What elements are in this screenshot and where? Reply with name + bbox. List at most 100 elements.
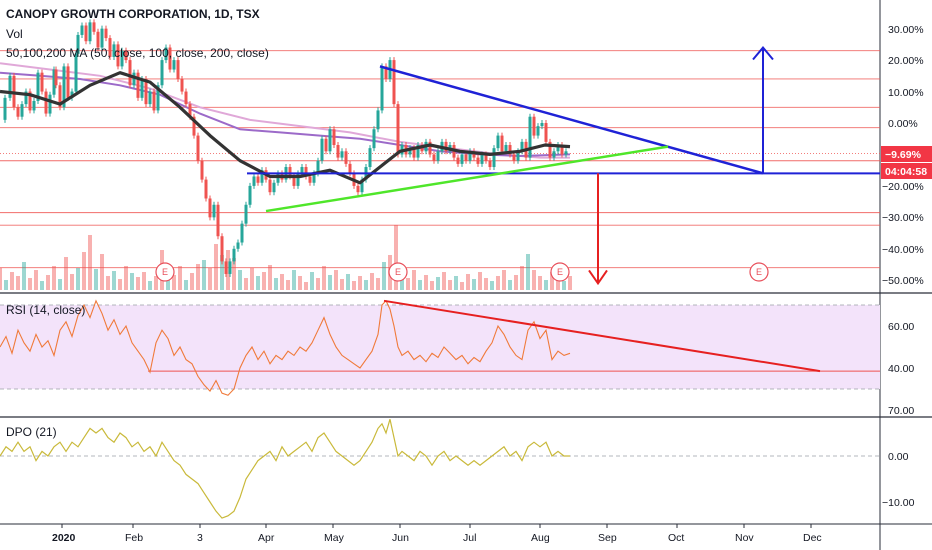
rsi-axis[interactable]: 60.00 40.00 70.00	[888, 321, 914, 417]
time-axis[interactable]: 2020 Feb 3 Apr May Jun Jul Aug Sep Oct N…	[52, 532, 822, 544]
volume-bar	[316, 278, 320, 290]
volume-bar	[556, 278, 560, 290]
candle-body	[3, 97, 7, 120]
candle-body	[328, 129, 332, 152]
earnings-marker[interactable]	[550, 262, 570, 282]
current-value-label: −9.69%	[885, 149, 922, 161]
volume-bar	[454, 276, 458, 290]
time-tick-sep: Sep	[598, 532, 617, 544]
candle-body	[220, 236, 224, 262]
candle-body	[528, 116, 532, 158]
triangle-top-line[interactable]	[379, 65, 764, 175]
candle-body	[416, 145, 420, 158]
price-tick-label: 30.00%	[888, 24, 924, 36]
rsi-line	[0, 299, 571, 396]
candle-body	[8, 75, 12, 98]
support-trend-line[interactable]	[265, 145, 669, 213]
rsi-band	[0, 305, 880, 389]
candle-body	[172, 60, 176, 70]
candle-body	[216, 204, 220, 237]
earnings-marker[interactable]	[388, 262, 408, 282]
candle-body	[460, 154, 464, 164]
volume-bar	[34, 270, 38, 290]
dpo-axis[interactable]: 0.00 −10.00	[882, 451, 915, 509]
rsi-tick-label: 40.00	[888, 363, 914, 375]
earnings-marker[interactable]	[749, 262, 769, 282]
candle-body	[444, 141, 448, 152]
volume-bar	[262, 272, 266, 290]
candle-body	[124, 50, 128, 61]
volume-bar	[430, 281, 434, 290]
volume-bar	[412, 270, 416, 290]
candle-body	[300, 167, 304, 174]
volume-bar	[340, 279, 344, 290]
volume-bar	[238, 270, 242, 290]
candle-body	[144, 78, 148, 105]
dpo-pane[interactable]	[0, 418, 880, 524]
volume-bar	[502, 270, 506, 290]
volume-bar	[418, 280, 422, 290]
candle-body	[192, 116, 196, 136]
rsi-trend-line[interactable]	[383, 299, 821, 373]
candle-body	[176, 60, 180, 79]
candle-body	[408, 148, 412, 155]
candle-body	[40, 72, 44, 92]
candle-body	[272, 182, 276, 193]
candle-body	[472, 151, 476, 158]
volume-bar	[406, 278, 410, 290]
candle-body	[392, 60, 396, 105]
volume-bar	[16, 276, 20, 290]
volume-bar	[268, 265, 272, 290]
candle-body	[556, 145, 560, 152]
candle-body	[208, 198, 212, 218]
volume-bar	[136, 277, 140, 290]
candle-body	[180, 78, 184, 92]
earnings-label: E	[557, 267, 563, 277]
candle-body	[252, 176, 256, 186]
candle-body	[344, 151, 348, 164]
candle-body	[156, 85, 160, 111]
volume-bar	[142, 272, 146, 290]
price-axis[interactable]: 30.00% 20.00% 10.00% 0.00% −20.00% −30.0…	[882, 24, 924, 287]
candle-body	[512, 154, 516, 161]
candle-body	[136, 72, 140, 98]
volume-bar	[292, 270, 296, 290]
volume-bar	[154, 276, 158, 290]
candle-body	[308, 176, 312, 183]
candle-body	[188, 104, 192, 117]
candle-body	[484, 154, 488, 161]
candle-body	[104, 28, 108, 39]
volume-bar	[0, 268, 2, 290]
candle-body	[148, 91, 152, 105]
candle-body	[84, 25, 88, 42]
candle-body	[88, 22, 92, 42]
candle-body	[516, 151, 520, 161]
time-tick-jul: Jul	[463, 532, 476, 544]
volume-bar	[568, 276, 572, 290]
candle-body	[320, 138, 324, 161]
volume-bar	[226, 250, 230, 290]
candle-body	[356, 185, 360, 193]
earnings-label: E	[162, 267, 168, 277]
volume-bar	[322, 266, 326, 290]
earnings-marker[interactable]	[155, 262, 175, 282]
volume-bar	[376, 278, 380, 290]
volume-bar	[310, 272, 314, 290]
candle-body	[324, 138, 328, 152]
time-tick-apr: Apr	[258, 532, 275, 544]
dpo-tick-label: −10.00	[882, 497, 915, 509]
volume-bar	[346, 274, 350, 290]
time-tick-jun: Jun	[392, 532, 409, 544]
candle-body	[168, 47, 172, 70]
rsi-tick-label: 70.00	[888, 405, 914, 417]
earnings-markers[interactable]: E E E E	[155, 262, 769, 282]
volume-bar	[130, 273, 134, 290]
candle-body	[560, 145, 564, 155]
candle-body	[304, 167, 308, 177]
volume-bar	[496, 276, 500, 290]
earnings-label: E	[756, 267, 762, 277]
time-tick-nov: Nov	[735, 532, 754, 544]
volume-bar	[298, 276, 302, 290]
volume-bar	[274, 278, 278, 290]
